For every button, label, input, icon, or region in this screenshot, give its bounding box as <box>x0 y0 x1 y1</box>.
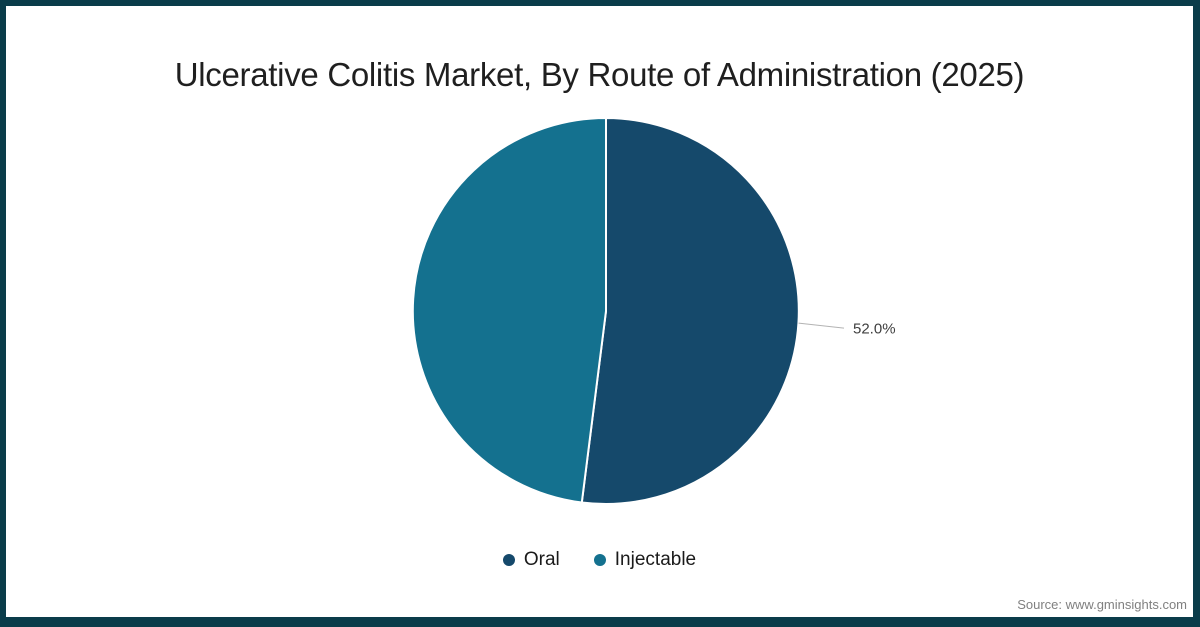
pie-chart-svg: 52.0% <box>411 117 896 505</box>
leader-line <box>798 322 845 329</box>
legend-item-oral: Oral <box>502 549 560 571</box>
chart-title: Ulcerative Colitis Market, By Route of A… <box>174 56 1025 93</box>
bottom-accent-bar <box>6 617 1193 627</box>
legend: Oral Injectable <box>6 549 1193 571</box>
legend-item-injectable: Injectable <box>593 549 697 571</box>
legend-label-oral: Oral <box>523 549 560 570</box>
legend-dot-oral-icon <box>502 554 515 566</box>
legend-dot-injectable-icon <box>593 554 606 566</box>
source-attribution: Source: www.gminsights.com <box>1017 597 1187 612</box>
pie-slice-oral <box>580 117 800 505</box>
legend-label-injectable: Injectable <box>614 549 697 570</box>
slice-percent-label: 52.0% <box>853 321 896 338</box>
pie-slice-injectable <box>411 117 607 504</box>
